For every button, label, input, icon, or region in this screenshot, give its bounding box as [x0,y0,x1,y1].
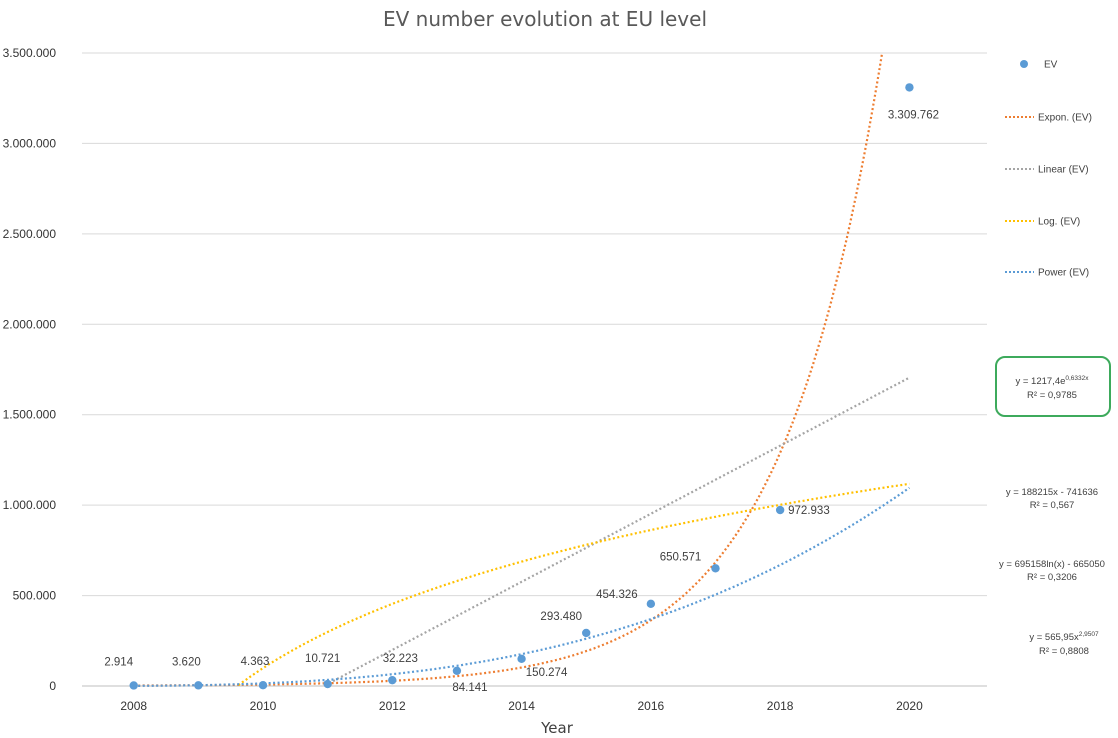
chart-title: EV number evolution at EU level [383,7,707,31]
x-axis-ticks: 2008 2010 2012 2014 2016 2018 2020 [120,699,923,713]
y-tick-label: 3.000.000 [3,136,57,150]
data-points [129,83,914,690]
trendline-equation: y = 565,95x2,9507 [1029,631,1099,643]
legend-label-ev: EV [1044,60,1058,71]
data-point [194,681,203,690]
legend-label-logarithmic: Log. (EV) [1038,217,1080,228]
y-tick-label: 500.000 [13,589,57,603]
data-point [517,654,526,664]
data-point [258,681,268,690]
trendline-equations: y = 1217,4e0,6332x R² = 0,9785 y = 188215x… [995,356,1111,657]
data-point [388,675,397,685]
equation-exponent: 2,9507 [1079,631,1099,638]
data-label: 84.141 [452,682,487,694]
equation-exponent: 0,6332x [1065,375,1089,382]
x-tick-label: 2018 [767,699,794,713]
data-point [905,83,914,92]
trendline-r-squared: R² = 0,567 [1030,500,1075,511]
data-point [129,681,138,690]
data-labels: 2.914 3.620 4.363 10.721 32.223 84.141 150.274… [104,109,939,693]
x-axis-label: Year [540,719,574,737]
x-tick-label: 2010 [250,699,277,713]
trendline-equation: y = 188215x - 741636 [1006,487,1098,498]
equation-base: y = 1217,4e [1015,376,1065,387]
trendline-r-squared: R² = 0,9785 [1027,390,1077,401]
data-label: 650.571 [660,551,702,563]
data-point [582,628,591,638]
data-label: 972.933 [788,505,830,517]
data-label: 3.620 [172,656,201,668]
trendline-linear [324,376,910,687]
data-label: 4.363 [241,656,270,668]
data-label: 3.309.762 [888,109,939,121]
grid-lines [82,52,987,597]
y-tick-label: 1.000.000 [3,498,57,512]
trendline-r-squared: R² = 0,8808 [1039,646,1089,657]
x-tick-label: 2020 [896,699,923,713]
data-point [711,564,720,573]
legend: EV Expon. (EV) Linear (EV) Log. (EV) Power (… [1005,60,1092,279]
x-tick-label: 2014 [508,699,535,713]
data-label: 10.721 [305,653,340,665]
x-tick-label: 2016 [638,699,665,713]
data-point [646,599,656,609]
data-label: 293.480 [540,611,582,623]
x-tick-label: 2008 [120,699,147,713]
y-tick-label: 2.000.000 [3,317,57,331]
legend-marker-ev [1020,60,1028,68]
equation-base: y = 565,95x [1029,632,1079,643]
data-point [452,666,462,675]
data-point [323,679,332,689]
trendline-exponential [133,52,884,687]
y-tick-label: 2.500.000 [3,227,57,241]
y-tick-label: 1.500.000 [3,408,57,422]
trendline-logarithmic [237,482,910,687]
y-tick-label: 0 [49,679,56,693]
trendline-equation: y = 1217,4e0,6332x [1015,375,1089,387]
data-label: 32.223 [383,653,418,665]
y-tick-label: 3.500.000 [3,46,57,60]
data-label: 454.326 [596,589,638,601]
highlight-box [995,356,1111,417]
legend-label-power: Power (EV) [1038,268,1089,279]
trendlines [133,52,911,687]
y-axis-ticks: 0 500.000 1.000.000 1.500.000 2.000.000 2.500… [3,46,57,693]
trendline-r-squared: R² = 0,3206 [1027,572,1077,583]
data-label: 150.274 [526,667,568,679]
trendline-equation: y = 695158ln(x) - 665050 [999,559,1105,570]
x-tick-label: 2012 [379,699,406,713]
legend-label-linear: Linear (EV) [1038,165,1089,176]
data-point [775,505,785,515]
data-label: 2.914 [104,656,133,668]
legend-label-exponential: Expon. (EV) [1038,113,1092,124]
